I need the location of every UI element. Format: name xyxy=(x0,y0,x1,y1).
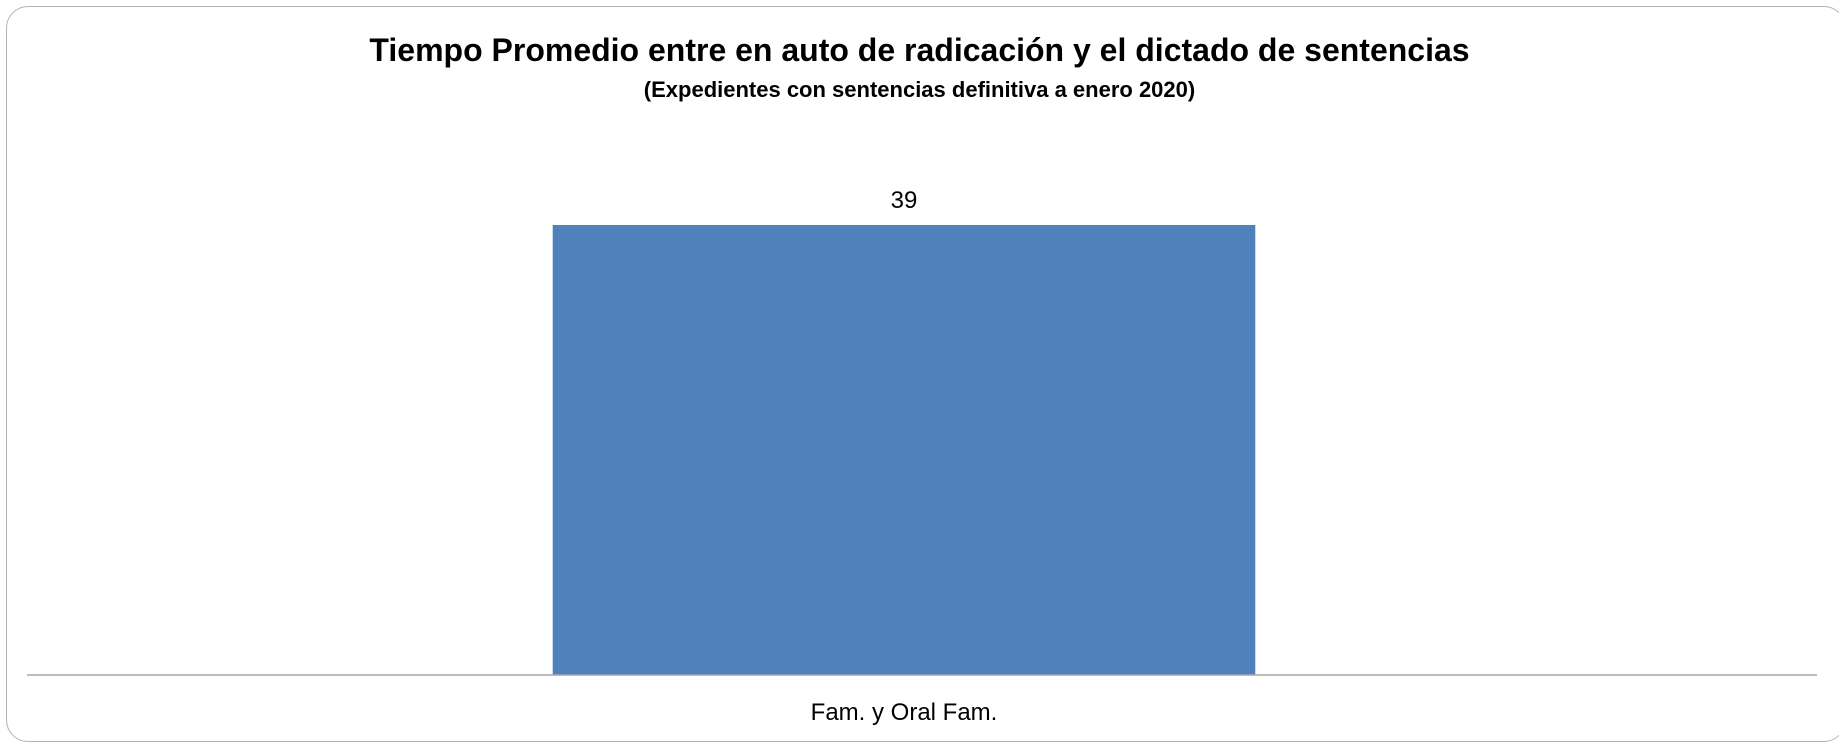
chart-title: Tiempo Promedio entre en auto de radicac… xyxy=(369,32,1470,68)
bar xyxy=(552,225,1256,675)
chart-subtitle: (Expedientes con sentencias definitiva a… xyxy=(643,77,1196,102)
x-tick-label: Fam. y Oral Fam. xyxy=(811,699,998,726)
data-label: 39 xyxy=(891,187,918,214)
bars-layer xyxy=(552,225,1256,675)
labels-layer: 39 Fam. y Oral Fam. xyxy=(811,187,998,726)
